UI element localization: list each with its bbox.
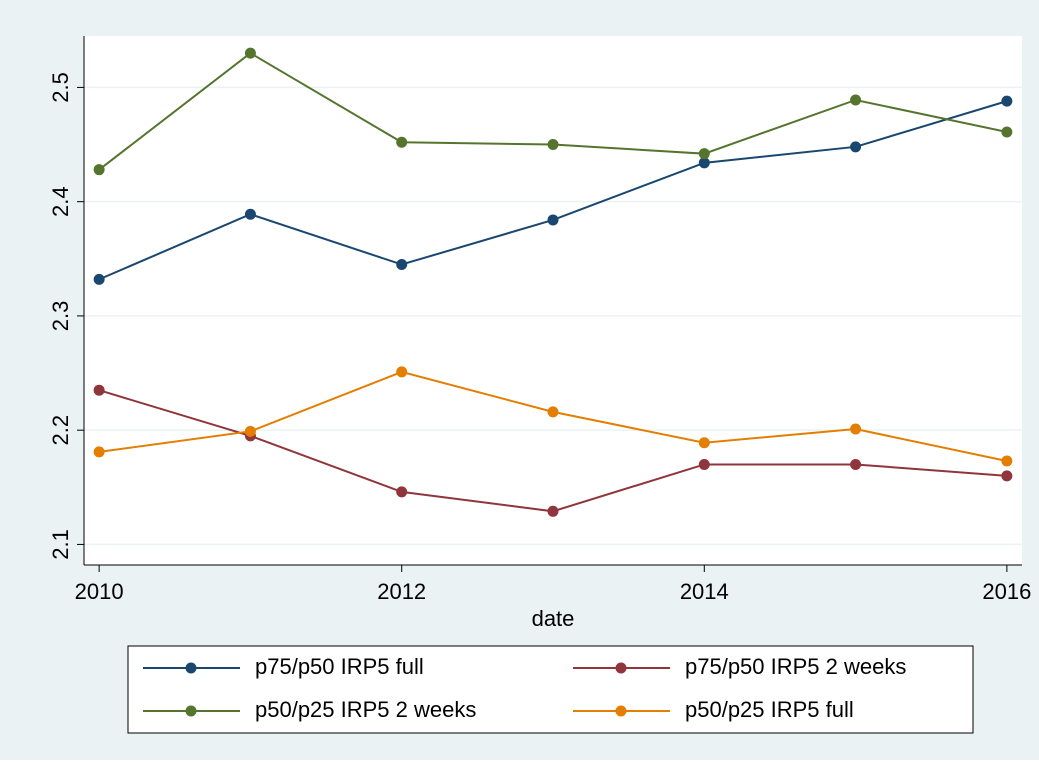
point bbox=[698, 148, 710, 160]
point bbox=[396, 259, 408, 271]
legend-label: p50/p25 IRP5 full bbox=[685, 697, 854, 722]
point bbox=[698, 437, 710, 449]
legend bbox=[127, 645, 974, 734]
point bbox=[396, 366, 408, 378]
legend-marker bbox=[615, 662, 627, 674]
point bbox=[547, 214, 559, 226]
point bbox=[93, 446, 105, 458]
y-tick-label: 2.2 bbox=[48, 415, 73, 446]
plot-area bbox=[84, 36, 1022, 565]
point bbox=[547, 406, 559, 418]
point bbox=[93, 273, 105, 285]
point bbox=[1001, 126, 1013, 138]
legend-label: p75/p50 IRP5 full bbox=[255, 654, 424, 679]
x-tick-label: 2016 bbox=[982, 579, 1031, 604]
point bbox=[93, 164, 105, 176]
point bbox=[396, 486, 408, 498]
legend-marker bbox=[185, 662, 197, 674]
legend-label: p50/p25 IRP5 2 weeks bbox=[255, 697, 476, 722]
x-tick-label: 2014 bbox=[680, 579, 729, 604]
point bbox=[93, 384, 105, 396]
y-tick-label: 2.4 bbox=[48, 186, 73, 217]
point bbox=[850, 423, 862, 435]
legend-marker bbox=[185, 705, 197, 717]
y-tick-label: 2.1 bbox=[48, 529, 73, 560]
point bbox=[244, 208, 256, 220]
legend-label: p75/p50 IRP5 2 weeks bbox=[685, 654, 906, 679]
x-tick-label: 2010 bbox=[75, 579, 124, 604]
x-tick-label: 2012 bbox=[377, 579, 426, 604]
point bbox=[698, 458, 710, 470]
point bbox=[1001, 470, 1013, 482]
point bbox=[244, 47, 256, 59]
x-axis-label: date bbox=[532, 606, 575, 631]
legend-marker bbox=[615, 705, 627, 717]
point bbox=[850, 94, 862, 106]
point bbox=[1001, 455, 1013, 467]
point bbox=[396, 136, 408, 148]
point bbox=[850, 141, 862, 153]
y-tick-label: 2.3 bbox=[48, 301, 73, 332]
point bbox=[547, 505, 559, 517]
point bbox=[698, 157, 710, 169]
point bbox=[244, 425, 256, 437]
point bbox=[547, 139, 559, 151]
point bbox=[850, 458, 862, 470]
point bbox=[1001, 95, 1013, 107]
y-tick-label: 2.5 bbox=[48, 72, 73, 103]
